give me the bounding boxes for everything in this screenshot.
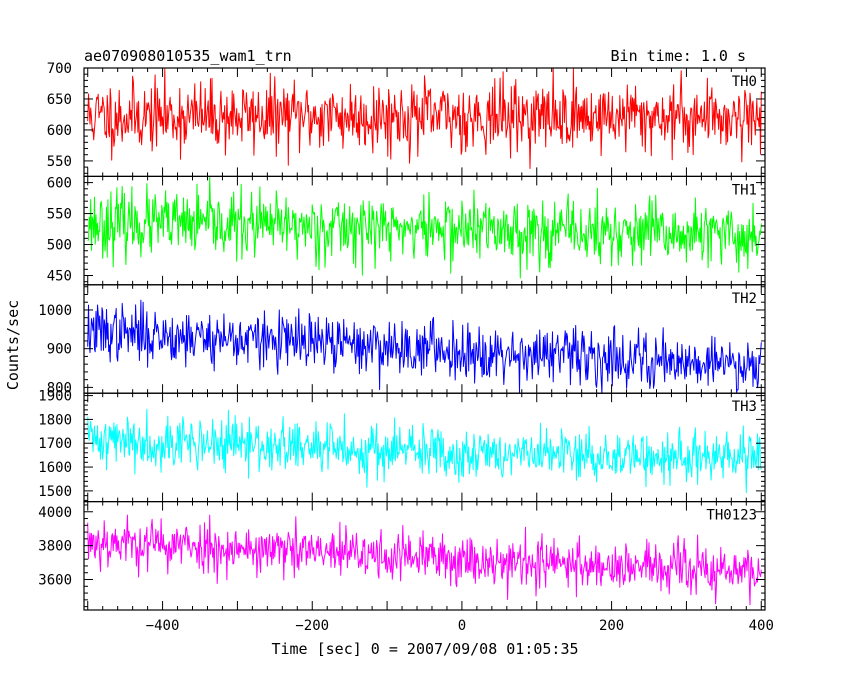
y-tick-label: 650 [47, 92, 72, 108]
y-tick-label: 700 [47, 61, 72, 77]
y-tick-label: 900 [47, 342, 72, 358]
y-tick-label: 3600 [38, 573, 72, 589]
y-tick-label: 4000 [38, 505, 72, 521]
panel-th1: 450 500 550 600 TH1 [47, 175, 766, 286]
y-tick-label: 1900 [38, 389, 72, 405]
panel-th2: 800 900 1000 TH2 [38, 284, 766, 396]
y-tick-label: 500 [47, 238, 72, 254]
series-th0123 [87, 514, 762, 606]
y-axis-label: Counts/sec [4, 300, 22, 390]
x-tick-label: −200 [295, 618, 329, 634]
y-tick-label: 1600 [38, 460, 72, 476]
series-label-th0123: TH0123 [706, 508, 757, 524]
panels-group: 550 600 650 700 TH0 450 500 550 600 TH1 800 900 1000… [38, 61, 766, 611]
y-tick-label: 450 [47, 269, 72, 285]
series-label-th1: TH1 [732, 182, 757, 198]
x-axis: −400 −200 0 200 400 [146, 618, 774, 634]
panel-th0123: 3600 3800 4000 TH0123 [38, 501, 766, 611]
series-label-th2: TH2 [732, 291, 757, 307]
y-tick-label: 1000 [38, 303, 72, 319]
bin-time-label: Bin time: 1.0 s [611, 47, 746, 65]
x-axis-label: Time [sec] 0 = 2007/09/08 01:05:35 [271, 640, 578, 658]
panel-th0: 550 600 650 700 TH0 [47, 61, 766, 178]
y-tick-label: 1500 [38, 484, 72, 500]
panel-frame [83, 501, 766, 611]
y-tick-label: 600 [47, 176, 72, 192]
y-tick-label: 550 [47, 207, 72, 223]
series-label-th0: TH0 [732, 74, 757, 90]
y-tick-label: 1700 [38, 436, 72, 452]
series-th2 [87, 299, 762, 394]
series-th0 [87, 67, 762, 169]
x-tick-label: 0 [458, 618, 466, 634]
x-tick-label: 200 [599, 618, 624, 634]
series-th3 [87, 408, 762, 494]
x-tick-label: 400 [749, 618, 774, 634]
y-tick-label: 3800 [38, 539, 72, 555]
series-label-th3: TH3 [732, 399, 757, 415]
y-tick-label: 1800 [38, 412, 72, 428]
chart-title: ae070908010535_wam1_trn [84, 47, 292, 65]
y-tick-label: 550 [47, 154, 72, 170]
y-tick-label: 600 [47, 123, 72, 139]
x-tick-label: −400 [146, 618, 180, 634]
y-tick-label: 800 [47, 380, 72, 396]
series-th1 [87, 175, 762, 279]
panel-th3: 1500 1600 1700 1800 1900 TH3 [38, 389, 766, 503]
